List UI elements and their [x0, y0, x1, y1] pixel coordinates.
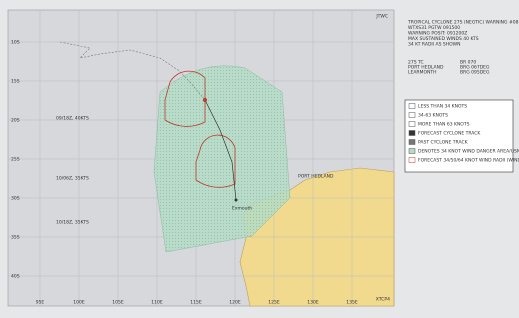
legend-swatch: [408, 130, 416, 136]
legend-swatch: [408, 148, 416, 154]
legend-swatch: [408, 121, 416, 127]
legend-label: LESS THAN 34 KNOTS: [418, 104, 467, 110]
danger-area: [153, 65, 291, 253]
lat-label: 25S: [11, 157, 20, 163]
place-label: PORT HEDLAND: [298, 174, 334, 180]
wind-radii: [195, 134, 236, 188]
track-label: 10/06Z, 35KTS: [56, 176, 89, 182]
product: XTCP4: [376, 297, 390, 303]
lon-label: 110E: [151, 300, 163, 306]
station: LEARMONTH: [408, 70, 436, 76]
logo: JTWC: [375, 14, 388, 20]
storm-position: [203, 98, 207, 102]
legend-label: PAST CYCLONE TRACK: [418, 140, 469, 146]
lat-label: 30S: [11, 196, 20, 202]
wind-radii: [164, 70, 206, 127]
info-line: MAX SUSTAINED WINDS 40 KTS: [408, 36, 479, 42]
legend-box: [404, 99, 514, 173]
station-value: BR 070: [460, 60, 476, 66]
legend-swatch: [408, 103, 416, 109]
lat-label: 15S: [11, 79, 20, 85]
lat-label: 40S: [11, 274, 20, 280]
lon-label: 125E: [268, 300, 280, 306]
lat-label: 10S: [11, 40, 20, 46]
track-label: 09/18Z, 40KTS: [56, 116, 89, 122]
legend-swatch: [408, 139, 416, 145]
lon-label: 100E: [73, 300, 85, 306]
legend-label: 34-63 KNOTS: [418, 113, 448, 119]
lat-label: 35S: [11, 235, 20, 241]
place-label: Exmouth: [232, 206, 252, 212]
lon-label: 135E: [346, 300, 358, 306]
lon-label: 115E: [190, 300, 202, 306]
info-line: WTXS31 PGTW 091500: [408, 25, 460, 31]
info-line: 34 KT RADII AS SHOWN: [408, 42, 460, 48]
forecast-point: [234, 198, 238, 202]
station: PORT HEDLAND: [408, 65, 444, 71]
lon-label: 105E: [112, 300, 124, 306]
legend-swatch: [408, 157, 416, 163]
legend-label: FORECAST CYCLONE TRACK: [418, 131, 481, 137]
legend-label: DENOTES 34 KNOT WIND DANGER AREA/USN SHI…: [418, 149, 519, 155]
lon-label: 120E: [229, 300, 241, 306]
info-line: WARNING POSIT: 091200Z: [408, 31, 467, 37]
lon-label: 95E: [36, 300, 45, 306]
past-track: [59, 41, 206, 101]
forecast-track: [204, 99, 237, 201]
legend-label: MORE THAN 63 KNOTS: [418, 122, 470, 128]
legend-label: FORECAST 34/50/64 KNOT WIND RADII (WINDS…: [418, 158, 519, 164]
lat-label: 20S: [11, 118, 20, 124]
lon-label: 130E: [307, 300, 319, 306]
station-value: BRG 095DEG: [460, 70, 490, 76]
track-label: 10/18Z, 35KTS: [56, 220, 89, 226]
station: 27S TC: [408, 60, 424, 66]
info-line: TROPICAL CYCLONE 27S (NEGTIC) WARNING #0…: [407, 20, 519, 26]
station-value: BRG 067DEG: [460, 65, 490, 71]
legend-swatch: [408, 112, 416, 118]
